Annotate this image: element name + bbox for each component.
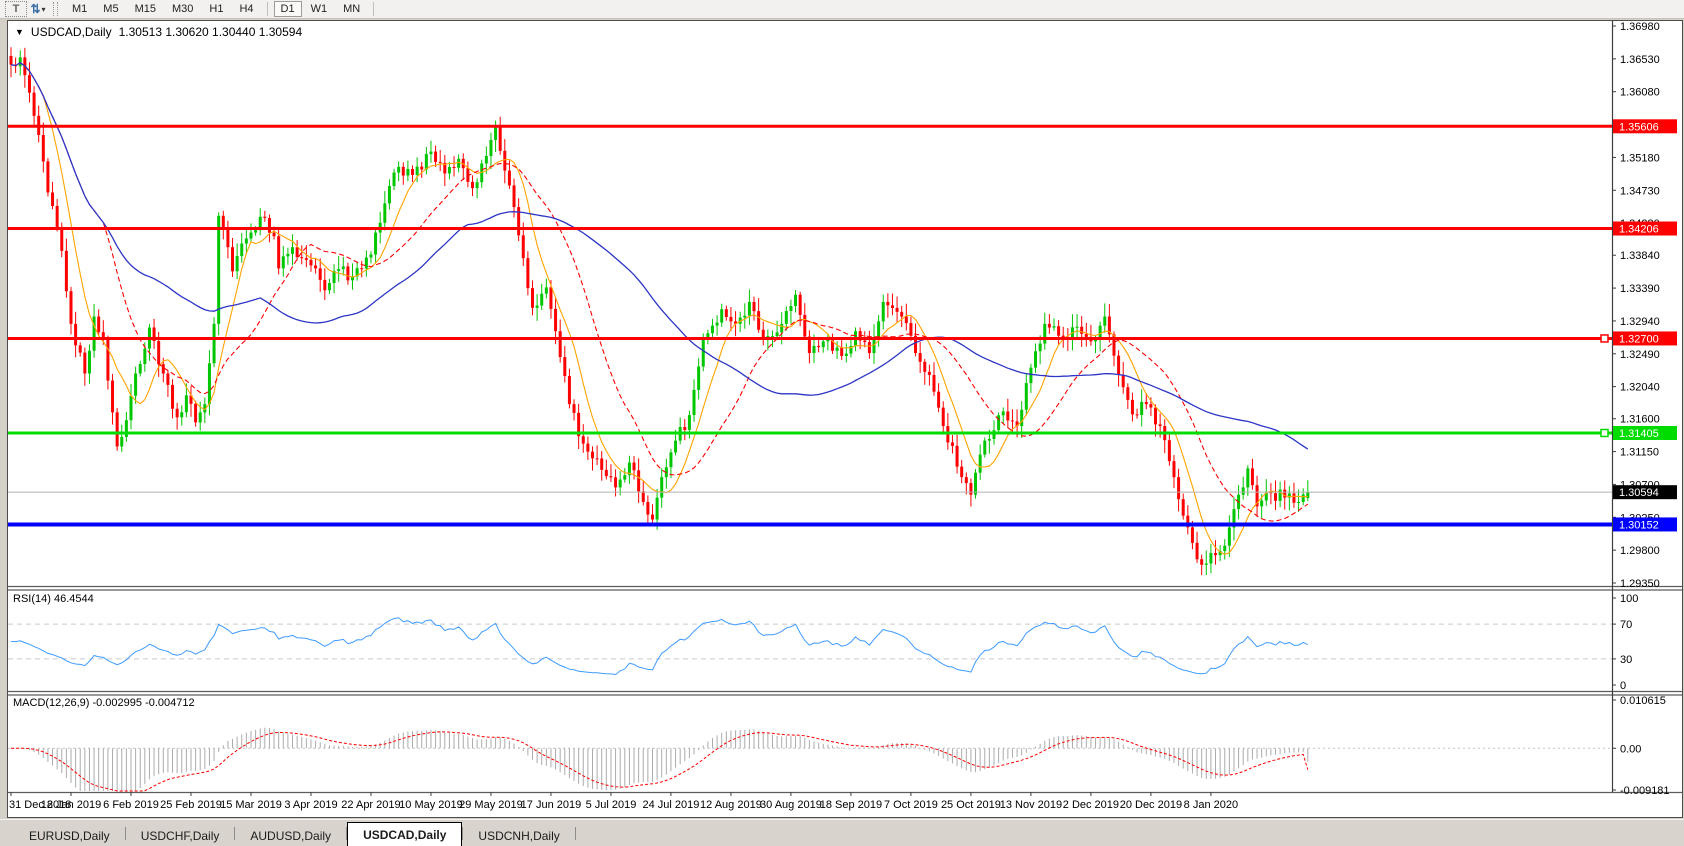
svg-text:29 May 2019: 29 May 2019 [459,799,523,811]
tab-separator [346,826,348,840]
svg-text:30 Aug 2019: 30 Aug 2019 [760,799,822,811]
macd-axis: 0.010615 0.00 -0.009181 [1612,695,1670,797]
svg-text:31 Dec 2018: 31 Dec 2018 [9,799,71,811]
svg-text:22 Apr 2019: 22 Apr 2019 [341,799,400,811]
svg-text:18 Jan 2019: 18 Jan 2019 [41,799,102,811]
svg-text:6 Feb 2019: 6 Feb 2019 [103,799,159,811]
svg-text:25 Oct 2019: 25 Oct 2019 [941,799,1001,811]
timeframe-button-m30[interactable]: M30 [165,1,200,17]
text-tool-button[interactable]: T [5,1,27,17]
svg-text:1.31405: 1.31405 [1619,428,1659,440]
price-badges: 1.35606 1.34206 1.32700 1.31405 1.30152 1.305… [1613,119,1677,532]
price-axis[interactable]: 1.369801.365301.360801.356301.351801.347… [1612,21,1660,590]
macd-signal-line [11,731,1309,792]
toolbar: T ⇅ ▾ M1 M5 M15 M30 H1 H4 D1 W1 MN [0,0,1684,19]
ohlc-values: 1.30513 1.30620 1.30440 1.30594 [118,25,303,39]
timeframe-button-w1[interactable]: W1 [304,1,335,17]
svg-text:1.33390: 1.33390 [1620,283,1660,295]
symbol-period-label: USDCAD,Daily [30,25,112,39]
svg-text:1.32700: 1.32700 [1619,333,1659,345]
symbol-tab-audusd[interactable]: AUDUSD,Daily [250,828,332,843]
rsi-line [10,617,1309,676]
svg-text:25 Feb 2019: 25 Feb 2019 [160,799,222,811]
svg-text:1.36080: 1.36080 [1620,87,1660,99]
tab-separator [124,826,126,840]
svg-text:10 May 2019: 10 May 2019 [399,799,463,811]
svg-text:1.31600: 1.31600 [1620,414,1660,426]
svg-text:1.35180: 1.35180 [1620,152,1660,164]
rsi-indicator-label: RSI(14) 46.4544 [13,593,94,605]
symbol-tab-usdchf[interactable]: USDCHF,Daily [140,828,220,843]
timeframe-button-h4[interactable]: H4 [232,1,260,17]
level-line-1.32700[interactable] [8,334,1612,343]
symbol-tab-usdcnh[interactable]: USDCNH,Daily [478,828,560,843]
timeframe-button-m15[interactable]: M15 [128,1,163,17]
ma-mid-line [10,62,1309,522]
svg-text:5 Jul 2019: 5 Jul 2019 [586,799,637,811]
svg-text:30: 30 [1620,654,1632,666]
rsi-grid-lines [8,623,1612,660]
chart-tabbar: EURUSD,Daily USDCHF,Daily AUDUSD,Daily USDC… [0,819,1684,846]
chart-window: 1.369801.365301.360801.356301.351801.347… [7,20,1683,818]
svg-text:1.31150: 1.31150 [1620,447,1659,459]
svg-text:13 Nov 2019: 13 Nov 2019 [1000,799,1062,811]
svg-text:7 Oct 2019: 7 Oct 2019 [884,799,938,811]
level-line-1.31405[interactable] [8,428,1612,438]
svg-text:100: 100 [1620,593,1638,605]
symbol-tab-usdcad[interactable]: USDCAD,Daily [347,822,463,846]
svg-text:1.32940: 1.32940 [1620,316,1660,328]
svg-text:20 Dec 2019: 20 Dec 2019 [1120,799,1182,811]
svg-text:8 Jan 2020: 8 Jan 2020 [1184,799,1238,811]
ma-slow-line [10,62,1309,450]
svg-text:2 Dec 2019: 2 Dec 2019 [1063,799,1119,811]
svg-text:1.30594: 1.30594 [1619,487,1659,499]
timeframe-button-h1[interactable]: H1 [202,1,230,17]
toolbar-grip [53,2,58,16]
svg-text:0.010615: 0.010615 [1620,695,1666,707]
svg-text:17 Jun 2019: 17 Jun 2019 [521,799,582,811]
svg-text:0: 0 [1620,680,1626,692]
svg-text:15 Mar 2019: 15 Mar 2019 [220,799,282,811]
tab-separator [234,826,236,840]
toolbar-separator [373,2,375,16]
svg-text:18 Sep 2019: 18 Sep 2019 [820,799,882,811]
svg-text:1.36980: 1.36980 [1620,21,1660,33]
svg-text:1.30152: 1.30152 [1619,519,1659,531]
timeframe-button-d1[interactable]: D1 [273,1,302,17]
symbol-tab-eurusd[interactable]: EURUSD,Daily [29,828,110,843]
svg-text:12 Aug 2019: 12 Aug 2019 [700,799,762,811]
timeframe-button-m5[interactable]: M5 [96,1,125,17]
svg-text:-0.009181: -0.009181 [1620,785,1670,797]
toolbar-separator [266,2,268,16]
pane-frame [8,21,1682,794]
svg-text:1.29800: 1.29800 [1620,545,1660,557]
collapse-chart-icon[interactable]: ▼ [15,27,24,37]
macd-histogram [8,727,1612,791]
chart-title: ▼ USDCAD,Daily 1.30513 1.30620 1.30440 1… [15,25,302,39]
chart-canvas[interactable]: 1.369801.365301.360801.356301.351801.347… [8,21,1682,817]
timeframe-button-m1[interactable]: M1 [65,1,94,17]
timeframe-button-mn[interactable]: MN [336,1,367,17]
svg-text:24 Jul 2019: 24 Jul 2019 [642,799,699,811]
svg-text:1.36530: 1.36530 [1620,54,1660,66]
svg-text:1.32490: 1.32490 [1620,349,1660,361]
rsi-axis: 100 70 30 0 [1612,593,1638,692]
svg-text:1.33840: 1.33840 [1620,250,1660,262]
tab-separator [462,826,464,840]
macd-indicator-label: MACD(12,26,9) -0.002995 -0.004712 [13,697,195,709]
objects-dropdown-button[interactable]: ⇅ ▾ [27,1,49,17]
svg-text:1.35606: 1.35606 [1619,121,1659,133]
svg-text:1.34206: 1.34206 [1619,224,1659,236]
svg-text:1.34730: 1.34730 [1620,185,1660,197]
tab-separator [574,826,576,840]
svg-text:0.00: 0.00 [1620,743,1641,755]
chevron-down-icon: ▾ [41,4,46,14]
sort-arrows-icon: ⇅ [30,2,41,16]
svg-text:3 Apr 2019: 3 Apr 2019 [284,799,337,811]
svg-text:70: 70 [1620,619,1632,631]
svg-text:1.32040: 1.32040 [1620,382,1660,394]
svg-text:1.29350: 1.29350 [1620,578,1660,590]
ma-fast-line [10,62,1308,556]
